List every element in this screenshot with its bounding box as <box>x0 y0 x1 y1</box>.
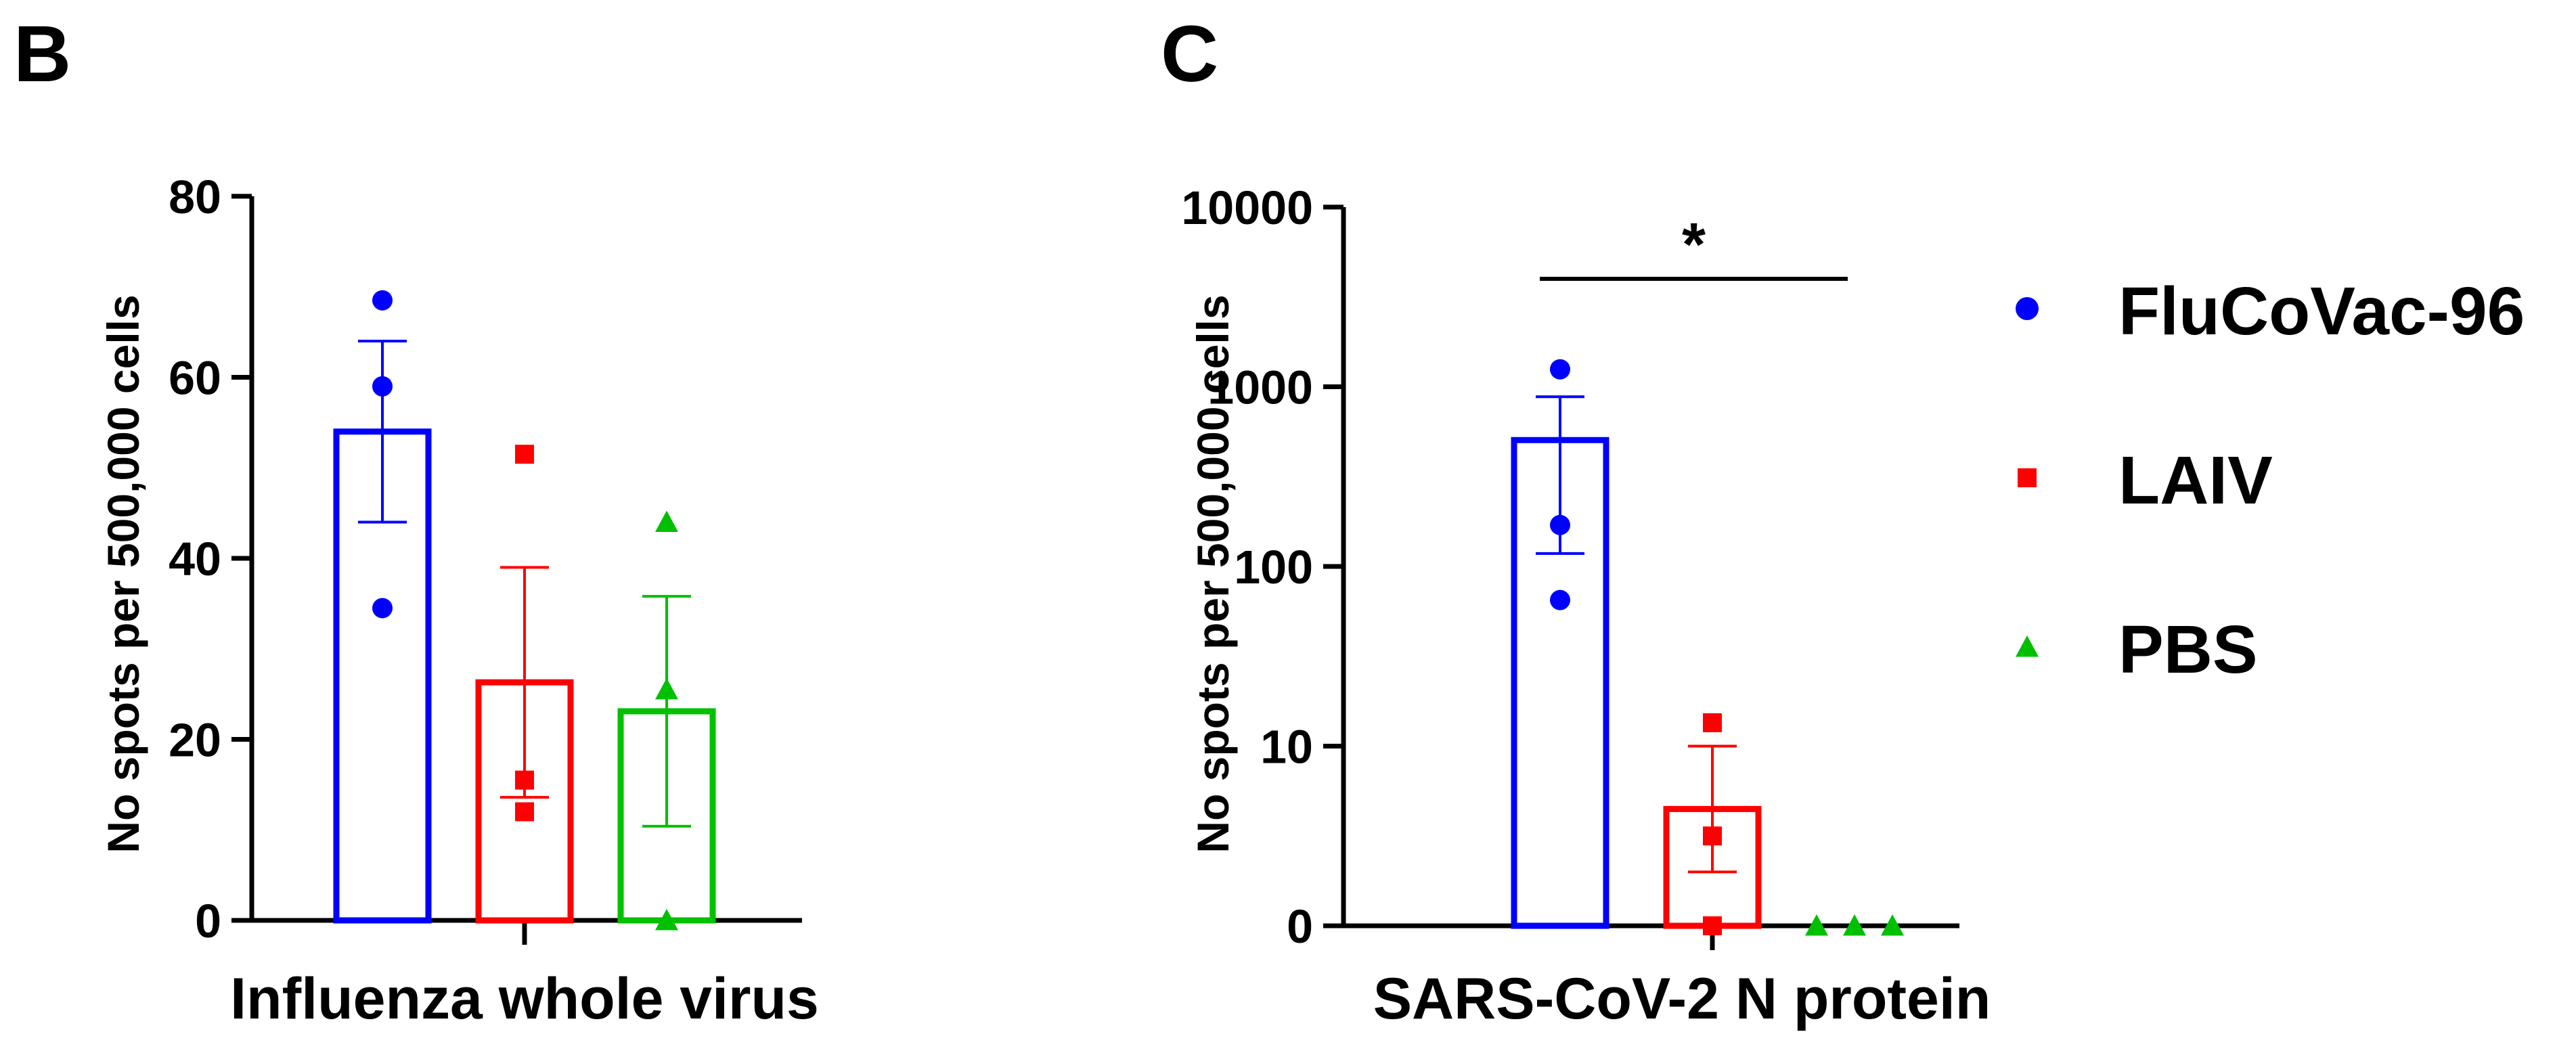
panel-b-point-pbs <box>655 677 678 700</box>
panel-c-y-axis-label: No spots per 500,000 cells <box>1188 294 1238 853</box>
panel-c-point-flucovac-96 <box>1550 514 1570 535</box>
panel-b-y-axis-label: No spots per 500,000 cells <box>98 294 148 853</box>
panel-c-point-flucovac-96 <box>1550 359 1570 380</box>
panel-b-point-pbs <box>655 909 678 931</box>
panel-b-point-flucovac-96 <box>372 376 393 397</box>
panel-c: C No spots per 500,000 cells SARS-CoV-2 … <box>1161 9 1991 1031</box>
panel-c-point-laiv <box>1703 916 1722 935</box>
panel-b-y-tick-label: 80 <box>169 171 221 223</box>
panel-c-y-tick-label: 100 <box>1234 541 1313 594</box>
panel-c-point-pbs <box>1805 914 1828 936</box>
legend-label-flucovac-96: FluCoVac-96 <box>2118 273 2525 349</box>
legend-marker-laiv <box>2018 468 2037 487</box>
panel-b-point-pbs <box>655 510 678 532</box>
panel-c-point-pbs <box>1843 914 1866 936</box>
panel-b-point-flucovac-96 <box>372 290 393 311</box>
panel-c-point-flucovac-96 <box>1550 589 1570 610</box>
panel-label-c: C <box>1161 9 1218 99</box>
legend-label-laiv: LAIV <box>2118 443 2273 518</box>
panel-b-point-laiv <box>515 770 534 790</box>
panel-c-y-tick-label: 0 <box>1287 900 1313 953</box>
panel-b-point-laiv <box>515 802 534 822</box>
legend-label-pbs: PBS <box>2118 612 2258 688</box>
panel-c-point-laiv <box>1703 713 1722 732</box>
panel-c-point-pbs <box>1881 914 1904 936</box>
panel-b-point-laiv <box>515 445 534 464</box>
panel-c-y-tick-label: 10000 <box>1181 181 1313 234</box>
panel-label-b: B <box>14 9 71 99</box>
panel-b-x-axis-label: Influenza whole virus <box>230 966 819 1031</box>
panel-c-point-laiv <box>1703 826 1722 846</box>
panel-b-y-tick-label: 60 <box>169 352 221 405</box>
panel-c-y-tick-label: 10 <box>1260 721 1313 774</box>
panel-c-y-tick-label: 1000 <box>1207 361 1313 414</box>
panel-c-x-axis-label: SARS-CoV-2 N protein <box>1373 966 1991 1031</box>
panel-c-significance-star: * <box>1682 211 1706 279</box>
legend: FluCoVac-96 LAIV PBS <box>2016 273 2525 688</box>
panel-b-y-tick-label: 20 <box>169 714 221 767</box>
legend-marker-flucovac-96 <box>2016 297 2039 320</box>
panel-b-point-flucovac-96 <box>372 598 393 619</box>
panel-b-y-tick-label: 0 <box>195 895 221 947</box>
panel-b-y-tick-label: 40 <box>169 533 221 585</box>
legend-marker-pbs <box>2016 635 2039 657</box>
panel-b: B No spots per 500,000 cells Influenza w… <box>14 9 819 1031</box>
